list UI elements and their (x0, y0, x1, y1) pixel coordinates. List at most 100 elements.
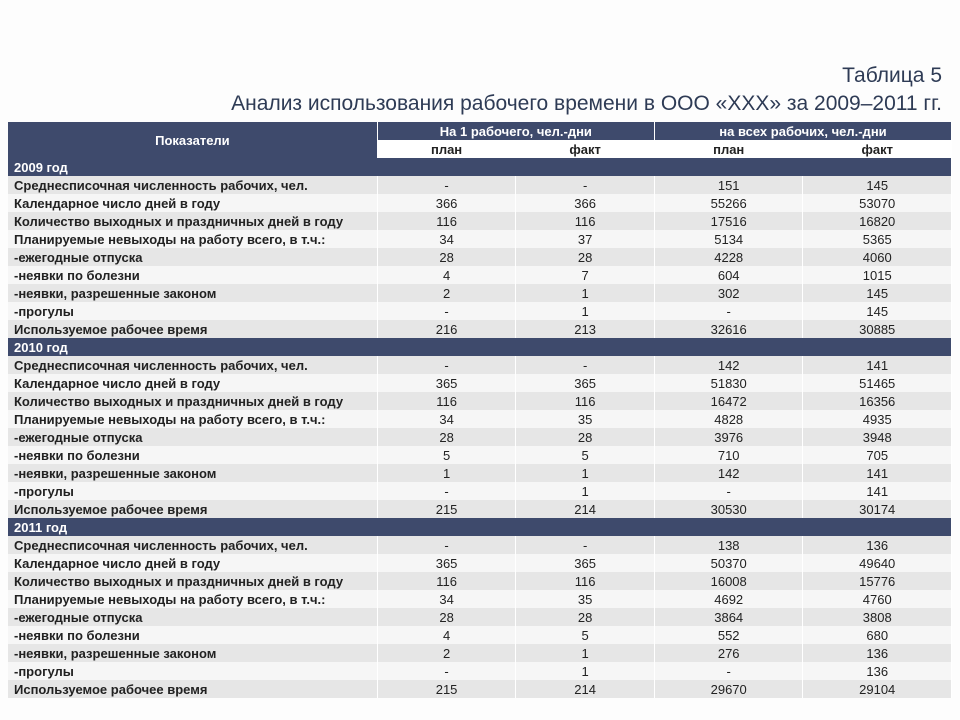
table-row: Используемое рабочее время21521429670291… (8, 680, 952, 698)
row-label: -неявки, разрешенные законом (8, 284, 377, 302)
cell-value: 216 (377, 320, 516, 338)
col-header-per-worker: На 1 рабочего, чел.-дни (377, 122, 654, 140)
data-table: ПоказателиНа 1 рабочего, чел.-днина всех… (8, 122, 952, 698)
cell-value: 138 (654, 536, 803, 554)
table-row: Используемое рабочее время21521430530301… (8, 500, 952, 518)
cell-value: 35 (516, 410, 655, 428)
col-header-indicator: Показатели (8, 122, 377, 158)
table-row: Среднесписочная численность рабочих, чел… (8, 356, 952, 374)
cell-value: 1 (516, 302, 655, 320)
col-subheader: факт (803, 140, 952, 158)
cell-value: 552 (654, 626, 803, 644)
row-label: Среднесписочная численность рабочих, чел… (8, 356, 377, 374)
col-header-all-workers: на всех рабочих, чел.-дни (654, 122, 951, 140)
cell-value: 35 (516, 590, 655, 608)
cell-value: - (377, 176, 516, 194)
cell-value: 51830 (654, 374, 803, 392)
cell-value: 136 (803, 536, 952, 554)
table-row: -неявки по болезни55710705 (8, 446, 952, 464)
cell-value: 3948 (803, 428, 952, 446)
row-label: Количество выходных и праздничных дней в… (8, 392, 377, 410)
row-label: -ежегодные отпуска (8, 608, 377, 626)
cell-value: 4828 (654, 410, 803, 428)
cell-value: 4692 (654, 590, 803, 608)
cell-value: 3864 (654, 608, 803, 626)
cell-value: - (377, 356, 516, 374)
row-label: Планируемые невыходы на работу всего, в … (8, 410, 377, 428)
cell-value: - (654, 302, 803, 320)
cell-value: 214 (516, 680, 655, 698)
cell-value: 4060 (803, 248, 952, 266)
cell-value: 116 (516, 572, 655, 590)
cell-value: 3976 (654, 428, 803, 446)
table-row: -неявки по болезни45552680 (8, 626, 952, 644)
cell-value: 604 (654, 266, 803, 284)
cell-value: 34 (377, 590, 516, 608)
row-label: -прогулы (8, 662, 377, 680)
cell-value: 5 (516, 446, 655, 464)
year-label: 2009 год (8, 158, 952, 176)
table-row: -ежегодные отпуска282838643808 (8, 608, 952, 626)
table-row: -ежегодные отпуска282842284060 (8, 248, 952, 266)
cell-value: 4 (377, 626, 516, 644)
cell-value: 30174 (803, 500, 952, 518)
cell-value: 141 (803, 464, 952, 482)
table-row: Среднесписочная численность рабочих, чел… (8, 536, 952, 554)
table-row: -прогулы-1-136 (8, 662, 952, 680)
cell-value: 145 (803, 302, 952, 320)
cell-value: 32616 (654, 320, 803, 338)
cell-value: 5 (516, 626, 655, 644)
row-label: Количество выходных и праздничных дней в… (8, 212, 377, 230)
page: Таблица 5 Анализ использования рабочего … (0, 0, 960, 720)
cell-value: 1 (516, 284, 655, 302)
cell-value: 710 (654, 446, 803, 464)
cell-value: - (516, 536, 655, 554)
row-label: -неявки, разрешенные законом (8, 464, 377, 482)
cell-value: 2 (377, 284, 516, 302)
cell-value: 705 (803, 446, 952, 464)
cell-value: 7 (516, 266, 655, 284)
row-label: -неявки, разрешенные законом (8, 644, 377, 662)
table-row: -прогулы-1-145 (8, 302, 952, 320)
cell-value: 1 (516, 662, 655, 680)
table-row: Календарное число дней в году36636655266… (8, 194, 952, 212)
cell-value: 28 (377, 248, 516, 266)
cell-value: 136 (803, 662, 952, 680)
cell-value: 51465 (803, 374, 952, 392)
cell-value: 53070 (803, 194, 952, 212)
table-row: Планируемые невыходы на работу всего, в … (8, 410, 952, 428)
row-label: Календарное число дней в году (8, 194, 377, 212)
cell-value: 5 (377, 446, 516, 464)
cell-value: 116 (377, 572, 516, 590)
cell-value: 17516 (654, 212, 803, 230)
cell-value: - (377, 302, 516, 320)
cell-value: 29670 (654, 680, 803, 698)
cell-value: 302 (654, 284, 803, 302)
cell-value: 142 (654, 464, 803, 482)
cell-value: - (516, 356, 655, 374)
table-row: Календарное число дней в году36536551830… (8, 374, 952, 392)
cell-value: 34 (377, 230, 516, 248)
cell-value: 16008 (654, 572, 803, 590)
row-label: Среднесписочная численность рабочих, чел… (8, 176, 377, 194)
table-row: -неявки, разрешенные законом21302145 (8, 284, 952, 302)
cell-value: 215 (377, 500, 516, 518)
cell-value: 365 (377, 374, 516, 392)
cell-value: 28 (516, 248, 655, 266)
cell-value: 15776 (803, 572, 952, 590)
cell-value: 37 (516, 230, 655, 248)
cell-value: - (377, 536, 516, 554)
year-label: 2010 год (8, 338, 952, 356)
row-label: Планируемые невыходы на работу всего, в … (8, 590, 377, 608)
cell-value: 213 (516, 320, 655, 338)
cell-value: 1 (516, 644, 655, 662)
row-label: -неявки по болезни (8, 266, 377, 284)
table-number: Таблица 5 (0, 62, 942, 90)
cell-value: 34 (377, 410, 516, 428)
cell-value: 680 (803, 626, 952, 644)
col-subheader: план (377, 140, 516, 158)
row-label: Количество выходных и праздничных дней в… (8, 572, 377, 590)
table-row: -неявки, разрешенные законом21276136 (8, 644, 952, 662)
cell-value: 28 (377, 608, 516, 626)
row-label: -прогулы (8, 302, 377, 320)
